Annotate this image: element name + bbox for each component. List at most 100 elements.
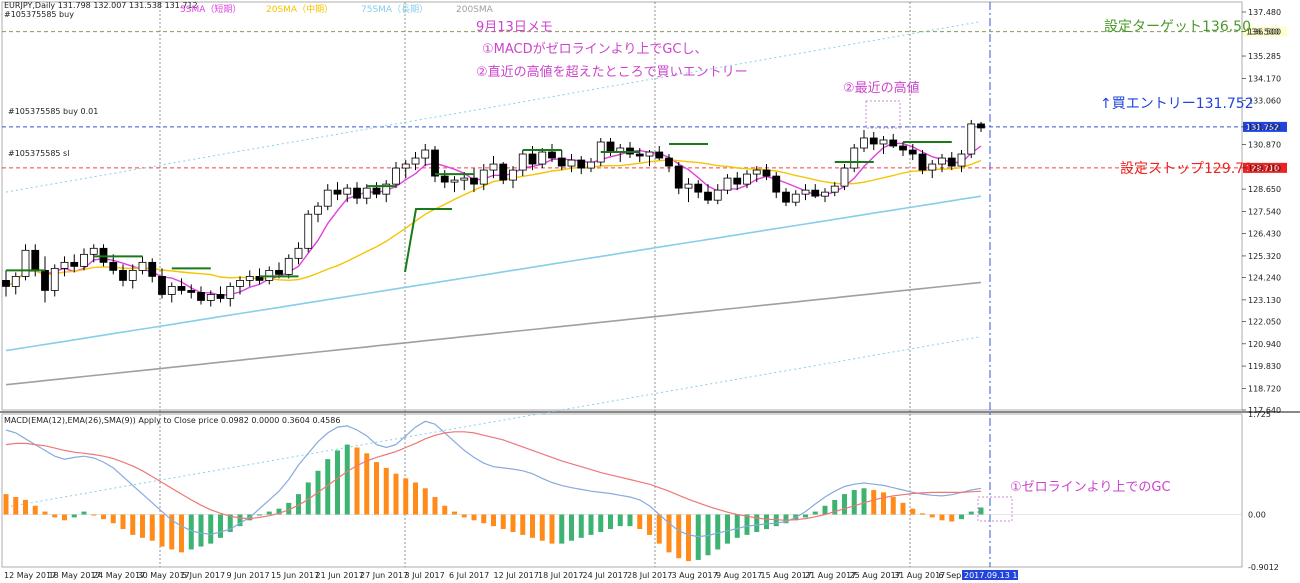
candle-body (840, 167, 849, 187)
x-tick-label: 6 Sep 2017 (939, 571, 985, 580)
candle-body (333, 189, 342, 195)
macd-bar (149, 514, 155, 541)
macd-bar (13, 497, 19, 515)
legend-item: 20SMA（中期） (266, 3, 333, 15)
x-tick-label: 25 Aug 2017 (850, 571, 901, 580)
sma75-line (5, 195, 982, 352)
candle-body (811, 189, 820, 197)
macd-bar (832, 499, 838, 515)
candle-body (762, 169, 771, 177)
entry-tag-bg (1243, 121, 1287, 132)
candle-body (557, 157, 566, 167)
x-tick-label: 3 Jul 2017 (405, 571, 445, 580)
buy-order-label: #105375585 buy 0.01 (8, 107, 98, 116)
macd-bar (62, 514, 67, 521)
macd-bar (452, 511, 457, 515)
candle-body (899, 145, 907, 151)
macd-bar (744, 514, 750, 535)
chart-grid (0, 1, 1300, 568)
candle-body (216, 294, 225, 299)
macd-bar (608, 514, 613, 530)
price-tick-label: 118.720 (1248, 384, 1281, 393)
macd-bar (549, 514, 555, 544)
price-tick-label: 123.130 (1248, 296, 1281, 305)
memo-line-1: ①MACDがゼロラインより上でGCし、 (482, 42, 708, 57)
candle-body (957, 153, 966, 167)
candle-body (889, 139, 898, 147)
macd-header: MACD(EMA(12),EMA(26),SMA(9)) Apply to Cl… (4, 416, 340, 425)
x-tick-label: 12 May 2017 (4, 571, 56, 580)
x-tick-label: 31 Aug 2017 (894, 571, 945, 580)
macd-bar (978, 507, 984, 515)
ma-legend: 5SMA（短期） 20SMA（中期） 75SMA（長期） 200SMA (180, 3, 494, 15)
macd-bar (959, 514, 964, 520)
macd-bar (208, 514, 214, 544)
cursor-tag: 2017.09.13 19:59 (964, 571, 1035, 580)
macd-gc-label: ①ゼロラインより上でのGC (1010, 480, 1171, 495)
candle-body (967, 123, 976, 155)
macd-bar (812, 511, 818, 515)
macd-bar (130, 514, 136, 535)
macd-tick-label: 0.00 (1248, 510, 1266, 519)
candle-body (226, 286, 235, 299)
macd-bar (23, 499, 28, 515)
macd-bar (52, 514, 58, 518)
candle-body (850, 147, 859, 169)
macd-bar (666, 514, 672, 553)
macd-bar (120, 514, 126, 530)
x-tick-label: 24 May 2017 (93, 571, 145, 580)
macd-bar (101, 514, 106, 520)
macd-bar (637, 514, 643, 530)
candle-body (109, 261, 118, 271)
candle-body (60, 261, 69, 269)
candle-body (167, 286, 176, 295)
candle-body (704, 191, 712, 201)
recent-high-label: ②最近の高値 (843, 80, 920, 96)
recent-high-box (865, 100, 901, 129)
macd-bar (569, 514, 574, 541)
candle-body (421, 149, 430, 159)
x-tick-label: 12 Jul 2017 (494, 571, 539, 580)
macd-bar (764, 514, 769, 530)
macd-bar (686, 514, 691, 562)
candle-body (645, 151, 654, 157)
candle-body (509, 169, 517, 181)
candle-body (528, 153, 537, 165)
macd-bar (393, 473, 399, 515)
x-tick-label: 30 May 2017 (138, 571, 190, 580)
candle-body (128, 269, 137, 281)
candle-body (548, 151, 556, 159)
candle-body (538, 151, 547, 165)
candle-body (499, 163, 508, 181)
candle-body (752, 169, 761, 175)
candle-body (928, 163, 937, 171)
candle-body (2, 280, 10, 287)
candle-body (791, 193, 800, 203)
candle-body (362, 187, 371, 199)
macd-bar (539, 514, 545, 541)
candle-body (860, 137, 868, 149)
candle-body (265, 269, 274, 281)
entry-tag: 131.752 (1246, 123, 1279, 132)
macd-bar (530, 514, 535, 538)
candle-body (304, 213, 313, 249)
macd-bar (500, 514, 506, 530)
macd-bar (81, 511, 87, 515)
candle-body (275, 269, 283, 275)
macd-bar (188, 514, 194, 550)
candle-body (470, 177, 478, 185)
macd-bar (929, 514, 935, 518)
x-tick-label: 15 Jun 2017 (271, 571, 319, 580)
stop-label: 設定ストップ129.71 (1120, 161, 1253, 177)
macd-bar (296, 494, 301, 515)
candle-body (830, 185, 839, 193)
macd-bar (520, 514, 526, 535)
axes: 137.480 136.500 135.285 134.170 133.060 131.7… (4, 8, 1281, 580)
macd-bar (179, 514, 184, 553)
x-tick-label: 21 Aug 2017 (805, 571, 856, 580)
macd-bar (364, 453, 370, 515)
candle-body (977, 123, 985, 129)
macd-bar (676, 514, 682, 559)
macd-bar (695, 514, 701, 560)
